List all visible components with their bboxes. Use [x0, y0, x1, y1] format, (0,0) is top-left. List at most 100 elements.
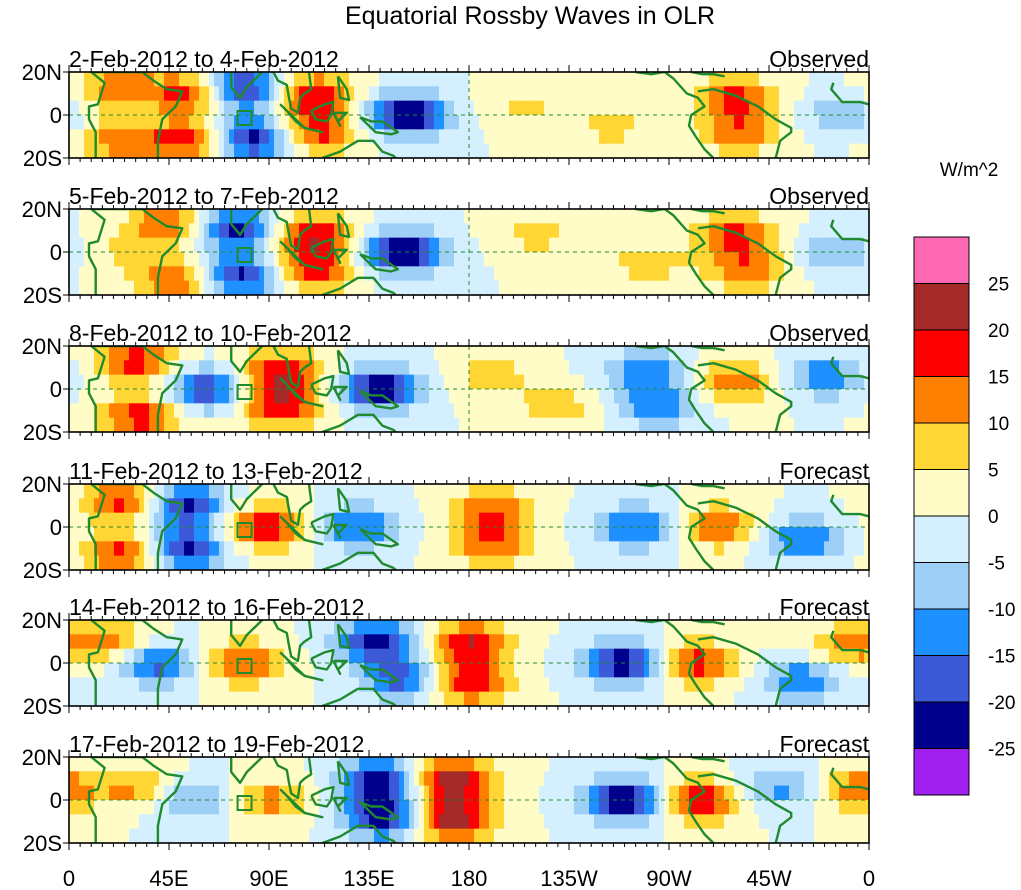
- olr-cell: [669, 280, 675, 295]
- olr-cell: [704, 634, 710, 650]
- olr-cell: [114, 620, 120, 635]
- olr-cell: [624, 100, 630, 116]
- olr-cell: [579, 129, 585, 145]
- olr-cell: [644, 143, 650, 158]
- olr-cell: [224, 555, 230, 570]
- olr-cell: [89, 346, 95, 361]
- olr-cell: [749, 620, 755, 635]
- olr-cell: [849, 237, 855, 253]
- olr-cell: [284, 620, 290, 635]
- olr-cell: [689, 115, 695, 130]
- olr-cell: [374, 129, 380, 145]
- olr-cell: [444, 129, 450, 145]
- olr-cell: [429, 237, 435, 253]
- olr-cell: [419, 374, 425, 390]
- olr-cell: [634, 484, 640, 499]
- olr-cell: [464, 498, 470, 514]
- olr-cell: [794, 417, 800, 432]
- olr-cell: [119, 86, 125, 102]
- region-box: [236, 247, 253, 263]
- olr-cell: [464, 527, 470, 542]
- olr-cell: [709, 129, 715, 145]
- olr-cell: [834, 115, 840, 130]
- olr-cell: [524, 374, 530, 390]
- olr-cell: [584, 100, 590, 116]
- olr-cell: [699, 527, 705, 542]
- olr-cell: [404, 484, 410, 499]
- olr-cell: [464, 417, 470, 432]
- olr-cell: [839, 266, 845, 282]
- olr-cell: [599, 280, 605, 295]
- olr-cell: [144, 541, 150, 557]
- olr-cell: [449, 209, 455, 224]
- olr-cell: [519, 417, 525, 432]
- olr-cell: [724, 280, 730, 295]
- olr-cell: [629, 417, 635, 432]
- olr-cell: [214, 346, 220, 361]
- olr-cell: [474, 115, 480, 130]
- olr-cell: [74, 346, 80, 361]
- coastline: [304, 400, 324, 408]
- olr-cell: [344, 129, 350, 145]
- olr-cell: [274, 115, 280, 130]
- olr-cell: [854, 374, 860, 390]
- olr-cell: [514, 280, 520, 295]
- olr-cell: [429, 512, 435, 528]
- olr-cell: [629, 72, 635, 87]
- olr-cell: [154, 115, 160, 130]
- olr-cell: [104, 346, 110, 361]
- olr-cell: [379, 374, 385, 390]
- olr-cell: [549, 555, 555, 570]
- olr-cell: [744, 484, 750, 499]
- olr-cell: [354, 403, 360, 419]
- olr-cell: [174, 512, 180, 528]
- olr-cell: [799, 143, 805, 158]
- olr-cell: [674, 360, 680, 376]
- olr-cell: [569, 541, 575, 557]
- olr-cell: [849, 417, 855, 432]
- olr-cell: [724, 237, 730, 253]
- olr-cell: [334, 512, 340, 528]
- olr-cell: [74, 72, 80, 87]
- coastline: [359, 527, 400, 548]
- olr-cell: [604, 252, 610, 267]
- olr-cell: [389, 209, 395, 224]
- olr-cell: [74, 484, 80, 499]
- olr-cell: [479, 498, 485, 514]
- olr-cell: [559, 360, 565, 376]
- olr-cell: [139, 512, 145, 528]
- olr-cell: [439, 389, 445, 404]
- olr-cell: [529, 223, 535, 239]
- olr-cell: [549, 648, 555, 664]
- olr-cell: [674, 223, 680, 239]
- olr-cell: [104, 403, 110, 419]
- olr-cell: [714, 237, 720, 253]
- olr-cell: [194, 389, 200, 404]
- olr-cell: [509, 417, 515, 432]
- olr-cell: [329, 541, 335, 557]
- olr-cell: [104, 417, 110, 432]
- olr-cell: [694, 634, 700, 650]
- olr-cell: [109, 634, 115, 650]
- olr-cell: [279, 209, 285, 224]
- olr-cell: [789, 280, 795, 295]
- olr-cell: [289, 86, 295, 102]
- olr-cell: [534, 100, 540, 116]
- olr-cell: [649, 280, 655, 295]
- olr-cell: [84, 237, 90, 253]
- olr-cell: [629, 374, 635, 390]
- olr-cell: [754, 237, 760, 253]
- olr-cell: [109, 237, 115, 253]
- olr-cell: [284, 266, 290, 282]
- olr-cell: [449, 143, 455, 158]
- olr-cell: [394, 374, 400, 390]
- olr-cell: [164, 115, 170, 130]
- olr-cell: [484, 389, 490, 404]
- olr-cell: [184, 86, 190, 102]
- olr-cell: [209, 498, 215, 514]
- olr-cell: [154, 403, 160, 419]
- olr-cell: [674, 266, 680, 282]
- olr-cell: [699, 541, 705, 557]
- olr-cell: [169, 143, 175, 158]
- olr-cell: [214, 620, 220, 635]
